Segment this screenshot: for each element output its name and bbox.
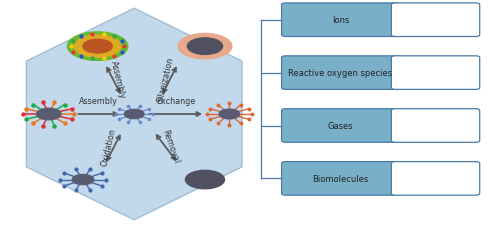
- Circle shape: [83, 40, 112, 54]
- Circle shape: [72, 175, 94, 185]
- Circle shape: [219, 110, 240, 119]
- Circle shape: [124, 110, 144, 119]
- FancyBboxPatch shape: [282, 57, 399, 90]
- FancyBboxPatch shape: [282, 109, 399, 143]
- Text: Gases: Gases: [327, 121, 353, 131]
- Circle shape: [185, 171, 224, 189]
- FancyBboxPatch shape: [391, 4, 480, 37]
- FancyBboxPatch shape: [282, 4, 399, 37]
- Text: Assembly: Assembly: [80, 97, 118, 106]
- Circle shape: [67, 33, 128, 61]
- FancyBboxPatch shape: [391, 162, 480, 195]
- Circle shape: [187, 39, 223, 55]
- Text: Exchange: Exchange: [156, 97, 195, 106]
- Text: Biomolecules: Biomolecules: [312, 174, 368, 183]
- Text: Reactive oxygen species: Reactive oxygen species: [288, 69, 392, 78]
- Circle shape: [178, 34, 232, 60]
- Text: Silanization: Silanization: [155, 56, 175, 103]
- FancyBboxPatch shape: [391, 109, 480, 143]
- FancyBboxPatch shape: [391, 57, 480, 90]
- Polygon shape: [26, 9, 242, 220]
- FancyBboxPatch shape: [282, 162, 399, 195]
- Circle shape: [74, 36, 121, 58]
- Text: Oxidation: Oxidation: [100, 127, 118, 167]
- Text: Removal: Removal: [160, 128, 180, 164]
- Circle shape: [37, 109, 61, 120]
- Text: Ions: Ions: [332, 16, 349, 25]
- Text: Assembly: Assembly: [109, 60, 127, 100]
